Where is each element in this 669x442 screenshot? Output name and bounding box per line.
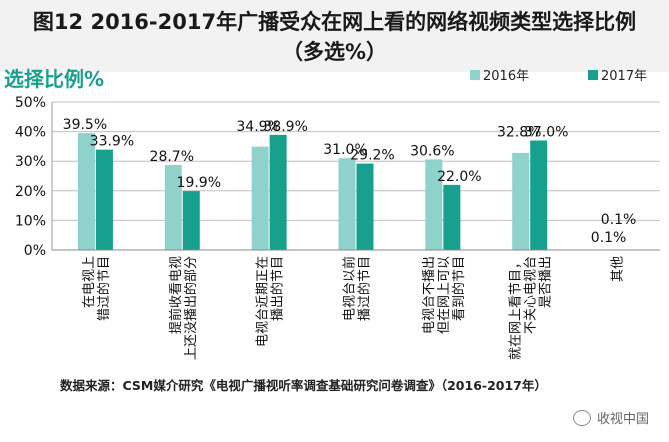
- bar-2017: [356, 163, 374, 250]
- bar-2016: [512, 152, 530, 250]
- data-label-2016: 28.7%: [150, 149, 194, 165]
- bar-chart: 选择比例% 2016年 2017年 0% 10% 20% 30% 40% 50% 39.5%33.…: [4, 67, 660, 360]
- bar-2017: [95, 149, 113, 250]
- watermark-text: 收视中国: [596, 412, 649, 427]
- legend-swatch-2016年: [470, 70, 480, 80]
- data-label-2017: 29.2%: [350, 148, 394, 164]
- data-label-2017: 19.9%: [177, 175, 221, 191]
- legend-swatch-2017年: [588, 70, 598, 80]
- title-band: [0, 0, 669, 72]
- y-tick-label: 20%: [15, 184, 46, 200]
- bar-2016: [77, 133, 95, 250]
- category-label: 播出的节目: [270, 256, 286, 321]
- data-label-2016: 39.5%: [63, 117, 107, 133]
- data-label-2016: 31.0%: [323, 142, 367, 158]
- y-tick-label: 50%: [15, 95, 46, 111]
- watermark: 收视中国: [572, 408, 649, 427]
- chart-heading: 选择比例%: [4, 67, 104, 91]
- data-label-2017: 22.0%: [437, 169, 481, 185]
- category-label: 在电视上: [82, 256, 97, 308]
- category-label: 就在网上看节目，: [508, 256, 524, 360]
- bar-2017: [530, 140, 548, 250]
- chart-title-line2: （多选%）: [281, 40, 388, 64]
- bar-2016: [251, 146, 269, 250]
- bar-2016: [338, 158, 356, 250]
- category-label: 提前收看电视: [168, 256, 184, 334]
- data-label-2016: 30.6%: [410, 143, 454, 159]
- data-source-note: 数据来源：CSM媒介研究《电视广播视听率调查基础研究问卷调查》（2016-201…: [60, 378, 547, 393]
- category-label: 电视台以前: [342, 256, 358, 321]
- y-tick-label: 0%: [24, 243, 46, 259]
- category-label: 上还没播出的部分: [183, 256, 199, 360]
- category-label: 但在网上可以: [437, 256, 452, 334]
- bar-2016: [164, 165, 182, 250]
- category-label: 是否播出: [539, 256, 554, 308]
- bar-2017: [443, 184, 461, 250]
- category-label: 播过的节目: [357, 256, 373, 321]
- y-tick-label: 10%: [15, 213, 46, 229]
- y-tick-label: 40%: [15, 125, 46, 141]
- data-label-2016: 0.1%: [591, 230, 627, 246]
- data-label-2017: 33.9%: [90, 134, 134, 150]
- data-label-2017: 38.9%: [263, 119, 307, 135]
- wechat-icon: [572, 409, 591, 426]
- data-label-2017: 37.0%: [524, 124, 568, 140]
- chart-title-line1: 图12 2016-2017年广播受众在网上看的网络视频类型选择比例: [32, 10, 637, 34]
- category-label: 错过的节目: [96, 256, 112, 321]
- category-label: 不关心电视台: [524, 256, 539, 334]
- legend-label: 2016年: [483, 69, 529, 84]
- data-label-2016: 32.8%: [497, 124, 541, 140]
- data-label-2017: 0.1%: [601, 212, 637, 228]
- bar-2017: [182, 191, 200, 250]
- category-label: 电视台近期正在: [256, 256, 271, 347]
- data-label-2016: 34.9%: [236, 119, 280, 135]
- category-label: 看到的节目: [451, 256, 467, 321]
- bar-2017: [269, 134, 287, 250]
- category-label: 电视台不播出: [422, 256, 437, 334]
- category-label: 其他: [611, 256, 626, 282]
- legend-label: 2017年: [601, 69, 647, 84]
- y-tick-label: 30%: [15, 154, 46, 170]
- bar-2016: [425, 159, 443, 250]
